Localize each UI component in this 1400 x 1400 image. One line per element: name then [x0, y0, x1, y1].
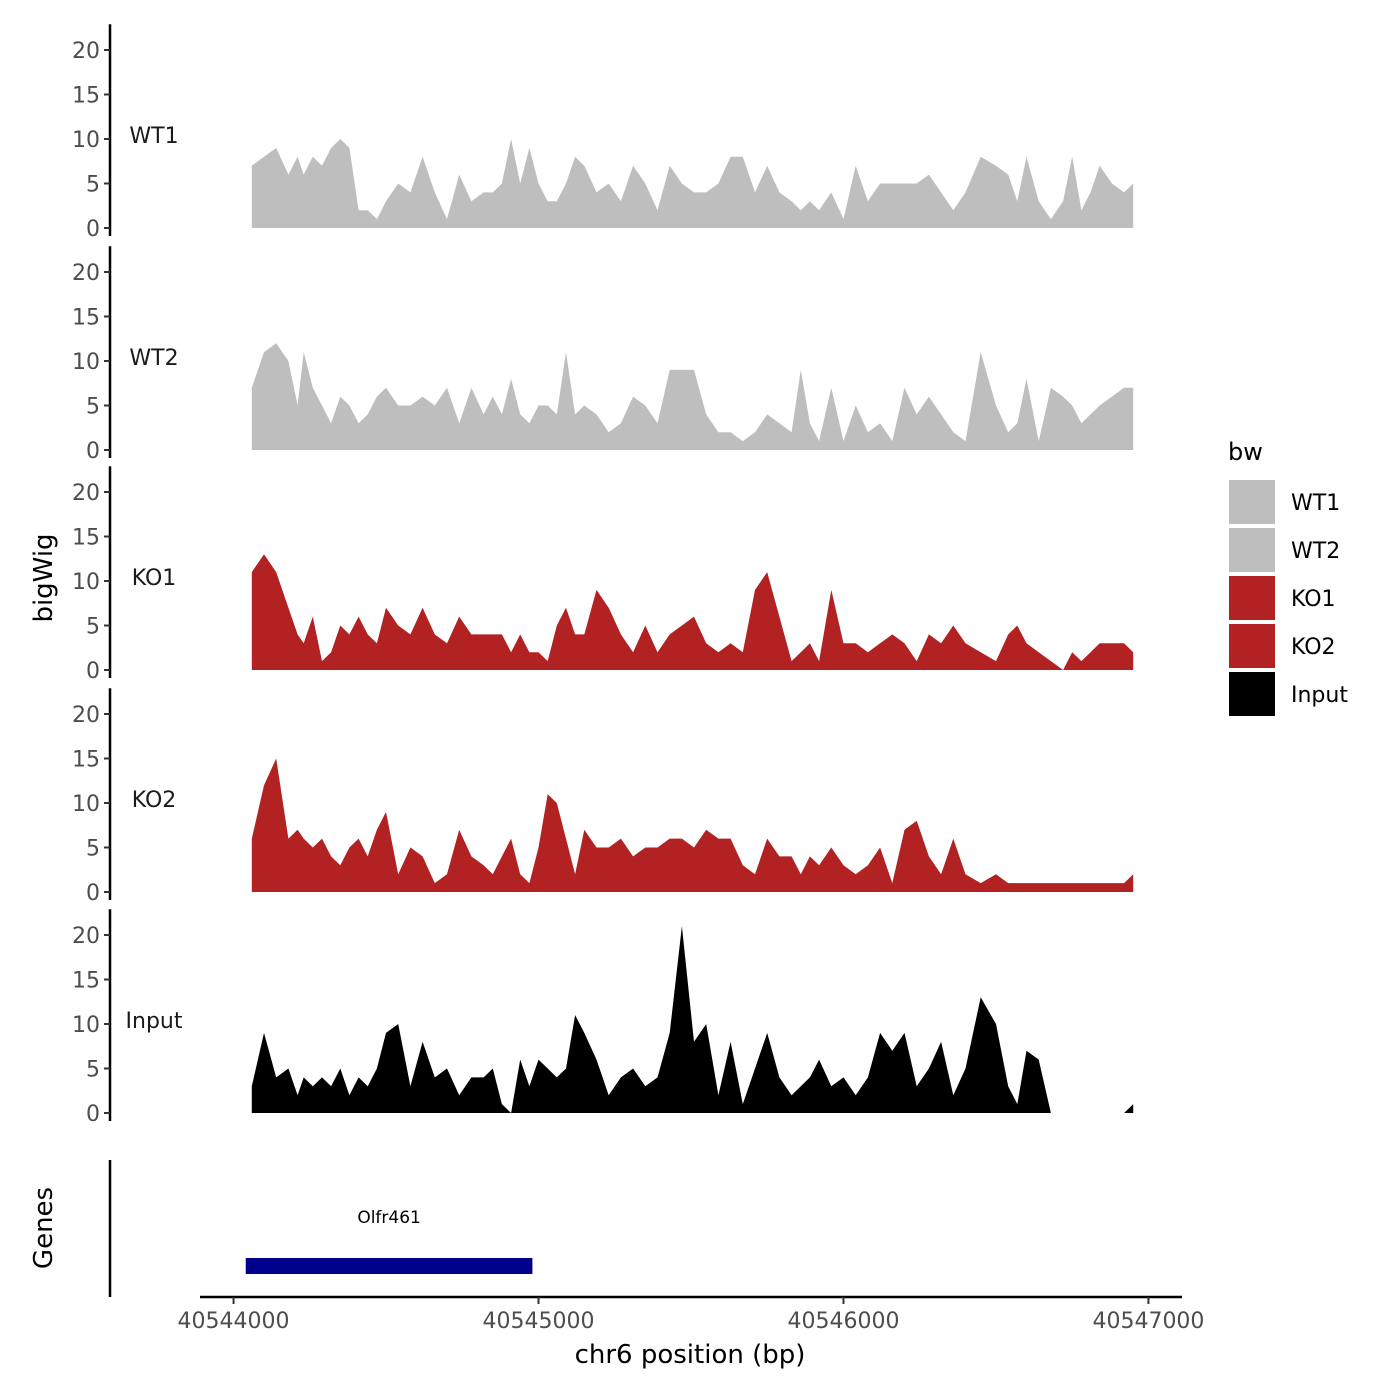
area-wt1	[251, 139, 1134, 228]
y-tick-label: 0	[86, 659, 100, 684]
area-wt2	[251, 343, 1134, 450]
y-tick-label: 15	[72, 526, 100, 551]
y-tick-label: 10	[72, 792, 100, 817]
x-tick-label: 40544000	[178, 1309, 290, 1334]
y-tick-label: 20	[72, 703, 100, 728]
y-axis-label: bigWig	[29, 533, 59, 622]
y-tick-label: 10	[72, 570, 100, 595]
y-tick-label: 10	[72, 128, 100, 153]
y-tick-label: 20	[72, 924, 100, 949]
legend-title: bw	[1228, 438, 1263, 466]
y-tick-label: 15	[72, 748, 100, 773]
legend-key-input	[1229, 672, 1275, 716]
gene-label: Olfr461	[357, 1208, 421, 1228]
legend-key-ko2	[1229, 624, 1275, 668]
track-ko1: 0 5 10 15 20 KO1	[72, 466, 1134, 684]
signal-tracks: 0 5 10 15 20 WT1 0 5 10 15 20 WT2 0 5 10 15 20 KO1 0 5 10 15 2…	[72, 24, 1134, 1127]
legend-label-input: Input	[1291, 683, 1348, 708]
legend-key-wt1	[1229, 480, 1275, 524]
y-tick-label: 5	[86, 837, 100, 862]
legend-label-ko1: KO1	[1291, 587, 1336, 612]
area-ko1	[251, 554, 1134, 670]
y-tick-label: 15	[72, 306, 100, 331]
x-tick-label: 40547000	[1092, 1309, 1204, 1334]
y-tick-label: 15	[72, 969, 100, 994]
legend-label-wt2: WT2	[1291, 539, 1340, 564]
area-ko2	[251, 758, 1134, 892]
y-tick-label: 20	[72, 39, 100, 64]
panel-label-wt1: WT1	[129, 124, 178, 149]
gene-olfr461	[245, 1258, 533, 1274]
y-tick-label: 0	[86, 439, 100, 464]
panel-label-ko1: KO1	[132, 566, 177, 591]
track-wt2: 0 5 10 15 20 WT2	[72, 246, 1134, 464]
legend-key-wt2	[1229, 528, 1275, 572]
legend-key-ko1	[1229, 576, 1275, 620]
x-tick-label: 40545000	[483, 1309, 595, 1334]
track-wt1: 0 5 10 15 20 WT1	[72, 24, 1134, 242]
genes-axis-label: Genes	[29, 1187, 59, 1269]
legend-label-wt1: WT1	[1291, 491, 1340, 516]
x-axis: 40544000 40545000 40546000 40547000	[178, 1295, 1204, 1334]
legend: bw WT1 WT2 KO1 KO2 Input	[1228, 438, 1348, 716]
y-tick-label: 0	[86, 881, 100, 906]
y-tick-label: 5	[86, 395, 100, 420]
x-axis-label: chr6 position (bp)	[575, 1340, 806, 1370]
legend-label-ko2: KO2	[1291, 635, 1336, 660]
y-tick-label: 0	[86, 217, 100, 242]
y-tick-label: 10	[72, 350, 100, 375]
y-tick-label: 0	[86, 1102, 100, 1127]
y-tick-label: 15	[72, 84, 100, 109]
area-input	[251, 926, 1134, 1113]
y-tick-label: 5	[86, 615, 100, 640]
panel-label-wt2: WT2	[129, 346, 178, 371]
y-tick-label: 10	[72, 1013, 100, 1038]
genes-track: Olfr461	[108, 1160, 533, 1297]
y-tick-label: 5	[86, 1058, 100, 1083]
y-tick-label: 20	[72, 261, 100, 286]
x-tick-label: 40546000	[787, 1309, 899, 1334]
panel-label-ko2: KO2	[132, 788, 177, 813]
track-input: 0 5 10 15 20 Input	[72, 909, 1134, 1127]
y-tick-label: 5	[86, 173, 100, 198]
track-ko2: 0 5 10 15 20 KO2	[72, 688, 1134, 906]
panel-label-input: Input	[126, 1009, 183, 1034]
y-tick-label: 20	[72, 481, 100, 506]
